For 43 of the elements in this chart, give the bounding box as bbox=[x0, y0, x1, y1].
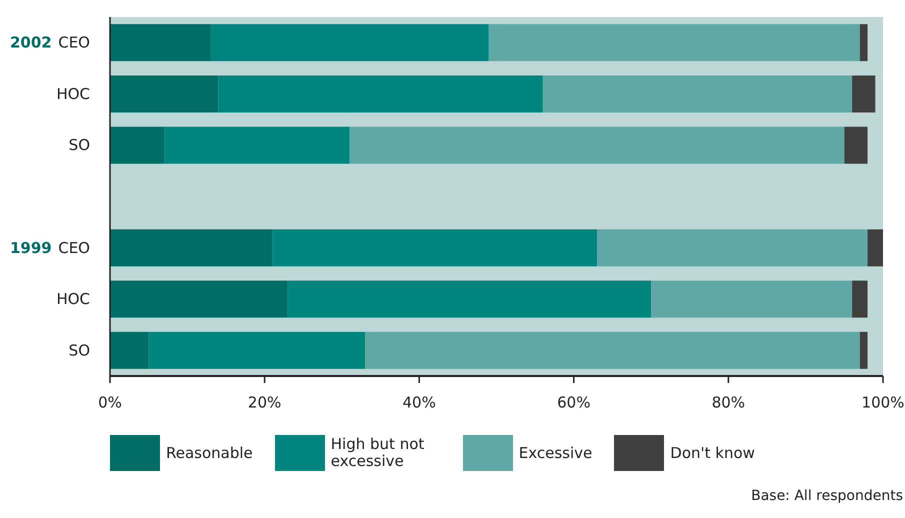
bar bbox=[110, 332, 149, 369]
bar bbox=[596, 229, 868, 266]
bar bbox=[488, 24, 860, 62]
bar bbox=[110, 229, 272, 266]
y-tick-label: SO bbox=[68, 136, 90, 154]
x-tick-label: 40% bbox=[402, 394, 436, 412]
x-tick-label: 80% bbox=[712, 394, 746, 412]
bar bbox=[210, 24, 489, 62]
bar bbox=[350, 126, 844, 164]
bar bbox=[110, 75, 218, 112]
bar bbox=[288, 280, 652, 318]
bar bbox=[868, 229, 883, 266]
bar bbox=[110, 280, 288, 318]
bar bbox=[110, 24, 210, 62]
bar bbox=[218, 75, 543, 112]
bar bbox=[852, 75, 876, 112]
y-tick-label: CEO bbox=[58, 238, 90, 257]
text: 1999 bbox=[10, 238, 52, 257]
y-tick-label: CEO bbox=[58, 34, 90, 52]
legend-label: Don't know bbox=[670, 444, 755, 462]
x-tick-label: 100% bbox=[862, 394, 904, 412]
bar bbox=[542, 75, 852, 112]
text: 2002 bbox=[10, 34, 52, 52]
bar bbox=[365, 332, 860, 369]
legend-label: Reasonable bbox=[166, 444, 253, 462]
legend-label: Excessive bbox=[518, 444, 592, 462]
bar bbox=[860, 332, 868, 369]
text: Base: All respondents bbox=[751, 488, 903, 504]
y-tick-label: HOC bbox=[56, 290, 90, 308]
x-tick-label: 0% bbox=[98, 394, 122, 412]
legend-label: High but not excessive bbox=[330, 435, 426, 470]
y-tick-label: SO bbox=[68, 341, 90, 360]
bar bbox=[272, 229, 597, 266]
bar bbox=[844, 126, 868, 164]
bar bbox=[148, 332, 366, 369]
y-tick-label: HOC bbox=[56, 84, 90, 103]
bar bbox=[651, 280, 852, 318]
bar bbox=[852, 280, 868, 318]
bar bbox=[164, 126, 350, 164]
x-tick-label: 20% bbox=[248, 394, 282, 412]
bar bbox=[110, 126, 164, 164]
x-tick-label: 60% bbox=[557, 394, 590, 412]
bar bbox=[860, 24, 868, 62]
